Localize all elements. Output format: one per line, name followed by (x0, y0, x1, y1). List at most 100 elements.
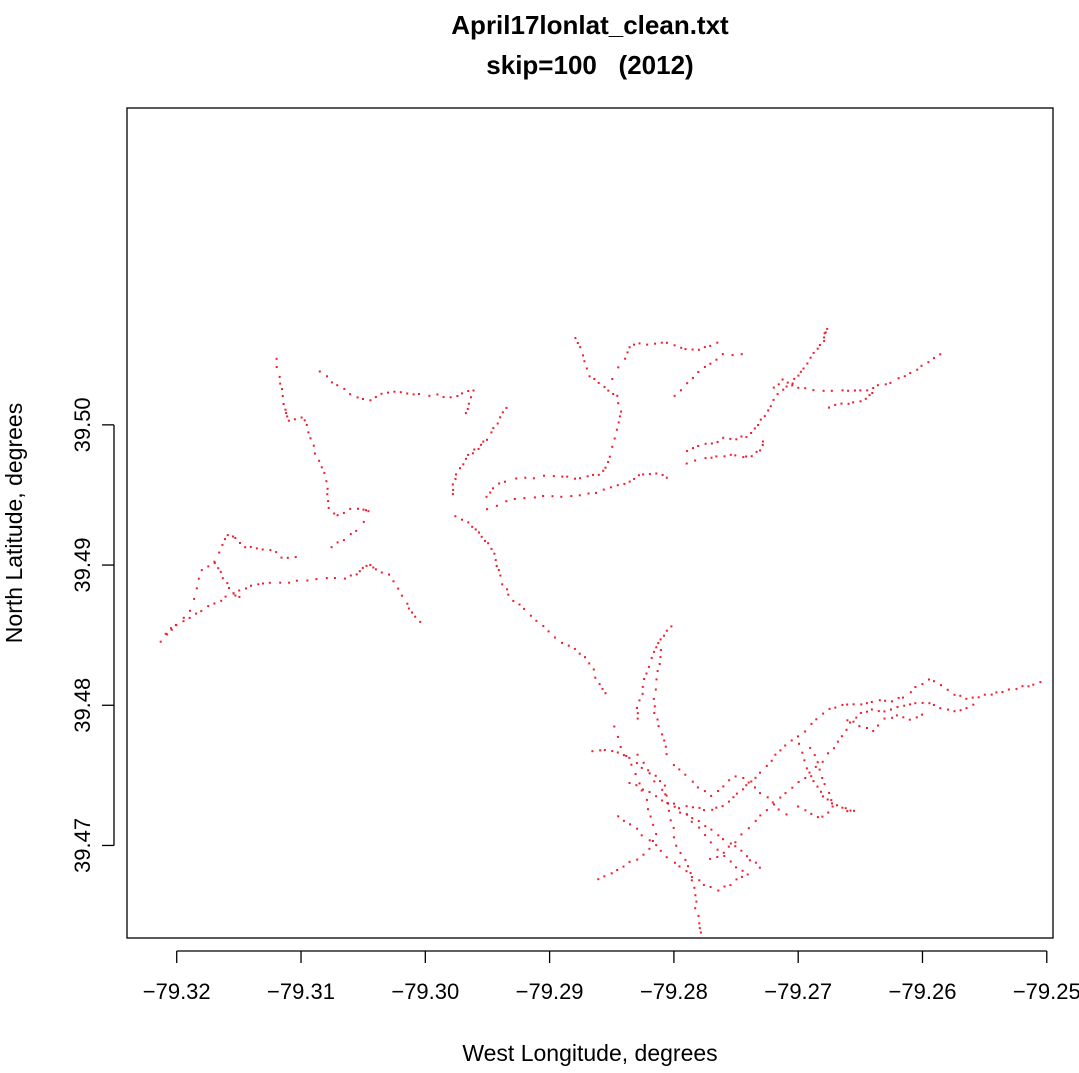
data-point (812, 389, 815, 392)
x-tick-label: −79.26 (889, 979, 957, 1004)
data-point (613, 725, 616, 728)
data-point (698, 879, 701, 882)
data-point (470, 396, 472, 399)
data-point (921, 713, 923, 716)
data-point (823, 783, 826, 786)
data-point (821, 760, 824, 763)
data-point (499, 416, 502, 419)
data-point (704, 442, 707, 445)
data-point (451, 493, 454, 496)
data-point (532, 477, 535, 480)
data-point (374, 568, 377, 571)
x-tick-label: −79.27 (764, 979, 832, 1004)
data-point (866, 389, 869, 392)
data-point (694, 459, 697, 462)
data-point (797, 386, 800, 389)
data-point (648, 839, 651, 842)
data-point (221, 577, 224, 580)
data-point (755, 450, 758, 453)
data-point (232, 592, 235, 595)
data-point (593, 378, 596, 380)
data-point (648, 772, 651, 775)
data-point (652, 823, 655, 826)
data-point (791, 382, 794, 385)
data-point (785, 385, 788, 388)
data-point (442, 396, 445, 398)
data-point (473, 448, 476, 451)
data-point (773, 803, 775, 806)
data-point (830, 799, 833, 802)
data-point (234, 536, 237, 539)
data-point (349, 574, 352, 577)
data-point (703, 809, 705, 812)
data-point (487, 542, 490, 545)
data-point (640, 766, 643, 769)
data-point (928, 678, 930, 681)
data-point (323, 471, 326, 474)
data-point (781, 378, 784, 381)
data-point (806, 362, 809, 365)
data-point (286, 556, 289, 559)
data-point (876, 384, 879, 387)
data-point (574, 337, 577, 340)
data-point (847, 389, 850, 392)
data-point (582, 354, 584, 357)
data-point (959, 694, 962, 697)
data-point (573, 647, 576, 650)
data-point (496, 422, 499, 425)
data-point (374, 396, 377, 398)
data-point (234, 594, 237, 597)
data-point (499, 574, 502, 577)
data-point (821, 815, 824, 818)
data-point (828, 791, 831, 794)
data-point (672, 764, 675, 767)
data-point (495, 565, 498, 567)
data-point (896, 706, 899, 708)
data-point (636, 827, 639, 830)
data-point (921, 683, 924, 686)
data-point (467, 521, 470, 524)
data-point (891, 716, 894, 719)
data-point (691, 817, 694, 820)
data-point (622, 819, 625, 822)
data-point (674, 861, 676, 864)
data-point (828, 707, 831, 710)
data-point (641, 685, 644, 688)
data-point (164, 632, 167, 635)
data-point (597, 381, 600, 384)
data-point (482, 440, 485, 443)
data-point (750, 455, 753, 458)
data-point (871, 392, 874, 394)
y-tick-label: 39.50 (70, 397, 95, 452)
data-point (703, 366, 706, 368)
data-point (462, 463, 465, 466)
data-point (692, 447, 694, 450)
data-point (182, 620, 185, 623)
data-point (916, 368, 919, 371)
data-point (454, 477, 457, 480)
data-point (721, 353, 724, 356)
data-point (884, 699, 887, 702)
data-point (653, 650, 656, 653)
chart-title: April17lonlat_clean.txt (451, 10, 729, 40)
data-point (587, 492, 590, 495)
data-point (691, 376, 694, 379)
data-point (400, 594, 403, 597)
data-point (699, 931, 702, 934)
data-point (648, 473, 651, 476)
data-point (786, 381, 789, 384)
data-point (827, 752, 829, 755)
data-point (852, 703, 855, 706)
data-point (772, 386, 775, 389)
data-point (697, 820, 700, 823)
data-point (666, 341, 668, 344)
data-point (480, 443, 482, 446)
data-point (928, 702, 931, 705)
data-point (261, 548, 264, 551)
data-point (648, 847, 651, 850)
x-tick-label: −79.32 (143, 979, 211, 1004)
data-point (492, 487, 494, 490)
data-point (765, 764, 768, 767)
data-point (1032, 683, 1035, 686)
data-point (336, 514, 339, 517)
